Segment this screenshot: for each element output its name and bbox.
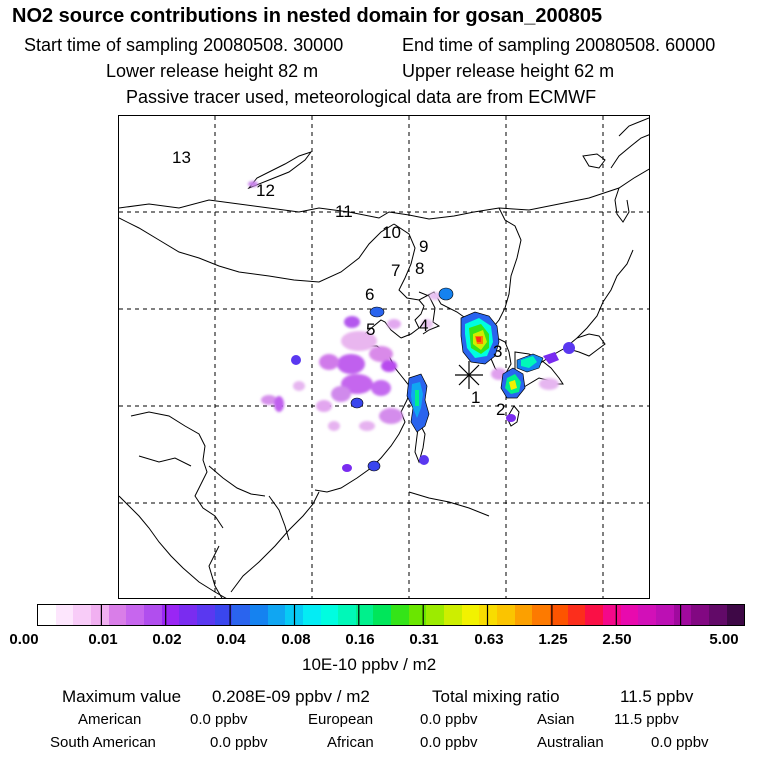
colorbar-segment [320,605,339,625]
asian-value: 11.5 ppbv [614,711,679,728]
colorbar-segment [567,605,586,625]
colorbar-segment [126,605,144,625]
colorbar-segment [55,605,74,625]
region-label-9: 9 [419,237,429,256]
colorbar-tick-label: 1.25 [538,631,568,648]
map-canvas [119,116,649,598]
colorbar-segment [550,605,568,625]
region-label-1: 1 [471,388,481,407]
colorbar-segment [232,605,250,625]
colorbar-segment [479,605,498,625]
colorbar-tick-label: 2.50 [602,631,632,648]
colorbar-segment [408,605,427,625]
colorbar-unit: 10E-10 ppbv / m2 [302,655,437,674]
colorbar-tick-label: 0.02 [152,631,182,648]
colorbar-segment [532,605,551,625]
australian-label: Australian [537,734,604,751]
african-label: African [327,734,374,751]
colorbar-segment [673,605,692,625]
colorbar-segment [444,605,462,625]
colorbar-tick-label: 0.31 [409,631,439,648]
colorbar-segment [691,605,709,625]
region-label-4: 4 [419,316,429,335]
colorbar-tick-label: 0.63 [474,631,504,648]
colorbar-segment [338,605,356,625]
colorbar-segment [638,605,656,625]
total-mixing-label: Total mixing ratio [432,687,560,706]
page-title: NO2 source contributions in nested domai… [12,5,603,27]
region-label-10: 10 [382,223,401,242]
colorbar-segment [196,605,215,625]
map-panel: 1 2 3 4 5 6 7 8 9 10 11 12 13 [118,115,650,599]
region-label-12: 12 [256,181,275,200]
asian-label: Asian [537,711,575,728]
colorbar-segment [514,605,533,625]
region-label-5: 5 [366,320,376,339]
end-time-label: End time of sampling 20080508. 60000 [402,35,716,55]
australian-value: 0.0 ppbv [651,734,709,751]
colorbar-segment [302,605,321,625]
colorbar-segment [355,605,374,625]
region-label-13: 13 [172,148,191,167]
south-american-value: 0.0 ppbv [210,734,268,751]
colorbar-tick-label: 0.04 [216,631,246,648]
colorbar-segment [708,605,727,625]
max-value: 0.208E-09 ppbv / m2 [212,687,370,706]
grid-lines [119,116,649,598]
colorbar-segment [143,605,162,625]
lower-release-height: Lower release height 82 m [106,61,319,81]
american-label: American [78,711,142,728]
colorbar-segment [373,605,392,625]
start-time-label: Start time of sampling 20080508. 30000 [24,35,344,55]
colorbar-segment [426,605,445,625]
african-value: 0.0 ppbv [420,734,478,751]
colorbar [37,604,745,626]
region-label-11: 11 [335,202,353,221]
total-mixing-value: 11.5 ppbv [620,687,694,706]
tracer-note: Passive tracer used, meteorological data… [126,87,597,107]
colorbar-segment [179,605,197,625]
region-label-8: 8 [415,259,425,278]
colorbar-segment [38,605,56,625]
european-label: European [308,711,374,728]
upper-release-height: Upper release height 62 m [402,61,615,81]
european-value: 0.0 ppbv [420,711,478,728]
colorbar-segment [267,605,286,625]
max-value-label: Maximum value [62,687,182,706]
colorbar-segment [90,605,109,625]
colorbar-dividers [100,604,682,626]
colorbar-tick-label: 0.00 [9,631,39,648]
colorbar-segment [391,605,409,625]
colorbar-segment [655,605,674,625]
colorbar-tick-label: 0.01 [88,631,118,648]
colorbar-segment [620,605,639,625]
colorbar-segment [214,605,233,625]
colorbar-segment [585,605,603,625]
colorbar-tick-label: 0.16 [345,631,375,648]
concentration-field [248,181,575,472]
colorbar-segment [461,605,480,625]
region-label-2: 2 [496,400,506,419]
colorbar-tick-label: 5.00 [709,631,739,648]
colorbar-segment [497,605,515,625]
american-value: 0.0 ppbv [190,711,248,728]
colorbar-tick-label: 0.08 [281,631,311,648]
colorbar-segment [249,605,268,625]
region-label-6: 6 [365,285,375,304]
south-american-label: South American [50,734,156,751]
region-label-3: 3 [493,342,503,361]
region-label-7: 7 [391,261,401,280]
colorbar-segment [108,605,127,625]
colorbar-segment [73,605,91,625]
colorbar-segment [726,605,745,625]
receptor-marker-icon [455,361,483,389]
